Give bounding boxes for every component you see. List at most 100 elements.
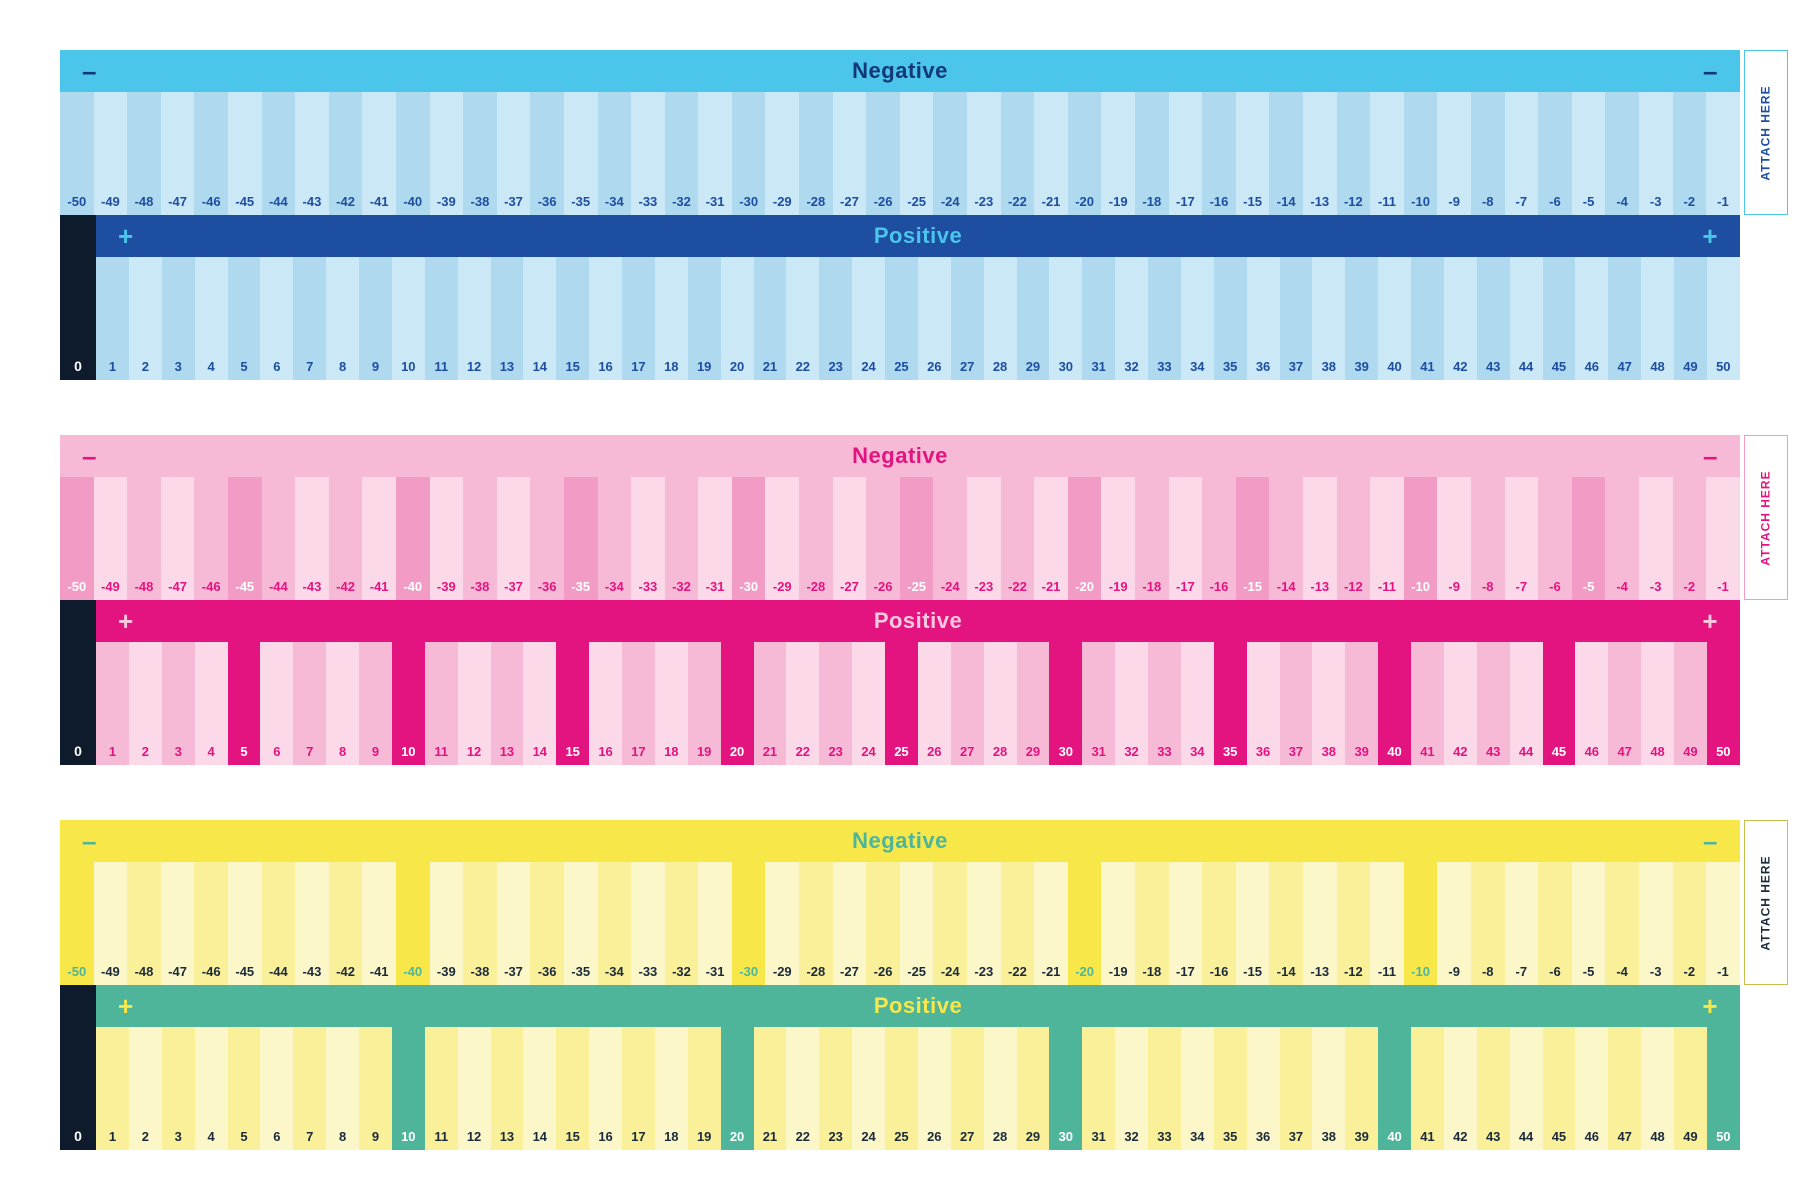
number-cell: 32 <box>1115 642 1148 765</box>
negative-row: Negative––-50-49-48-47-46-45-44-43-42-41… <box>60 50 1740 215</box>
negative-row: Negative––-50-49-48-47-46-45-44-43-42-41… <box>60 820 1740 985</box>
number-label: -6 <box>1549 194 1561 215</box>
number-label: -8 <box>1482 964 1494 985</box>
number-cell: 42 <box>1444 1027 1477 1150</box>
number-label: 4 <box>207 359 214 380</box>
number-cell: 12 <box>458 642 491 765</box>
number-label: -1 <box>1717 579 1729 600</box>
number-cell: -42 <box>329 92 363 215</box>
number-cell: -4 <box>1605 477 1639 600</box>
number-label: 42 <box>1453 359 1467 380</box>
number-cell: 2 <box>129 642 162 765</box>
number-label: -39 <box>437 964 456 985</box>
number-label: 13 <box>500 744 514 765</box>
number-label: -13 <box>1310 194 1329 215</box>
number-cell: 13 <box>491 642 524 765</box>
number-label: 15 <box>565 359 579 380</box>
zero-column: 0 <box>60 215 96 380</box>
number-label: -43 <box>303 194 322 215</box>
number-cell: 7 <box>293 257 326 380</box>
plus-icon: + <box>118 221 134 252</box>
number-cell: 14 <box>523 1027 556 1150</box>
number-cell: -2 <box>1673 862 1707 985</box>
number-label: 12 <box>467 1129 481 1150</box>
number-cell: 19 <box>688 1027 721 1150</box>
number-cell: -8 <box>1471 862 1505 985</box>
number-label: 42 <box>1453 744 1467 765</box>
number-cell: 45 <box>1543 642 1576 765</box>
number-cell: 26 <box>918 642 951 765</box>
number-label: -3 <box>1650 964 1662 985</box>
positive-strip: 1234567891011121314151617181920212223242… <box>96 1027 1740 1150</box>
number-label: -49 <box>101 194 120 215</box>
number-cell: -24 <box>933 92 967 215</box>
number-label: 45 <box>1552 1129 1566 1150</box>
number-label: 35 <box>1223 1129 1237 1150</box>
number-label: 46 <box>1585 744 1599 765</box>
number-cell: 38 <box>1312 642 1345 765</box>
number-cell: -32 <box>665 862 699 985</box>
number-cell: 47 <box>1608 257 1641 380</box>
number-label: -31 <box>706 579 725 600</box>
number-label: 24 <box>861 359 875 380</box>
number-cell: 39 <box>1345 642 1378 765</box>
number-cell: 36 <box>1247 257 1280 380</box>
number-cell: 34 <box>1181 642 1214 765</box>
number-cell: -15 <box>1236 862 1270 985</box>
number-cell: 17 <box>622 1027 655 1150</box>
number-cell: 22 <box>786 257 819 380</box>
number-cell: -49 <box>94 92 128 215</box>
number-cell: -38 <box>463 92 497 215</box>
number-label: -9 <box>1448 579 1460 600</box>
number-cell: -49 <box>94 477 128 600</box>
number-label: -8 <box>1482 579 1494 600</box>
number-label: -20 <box>1075 964 1094 985</box>
number-cell: -1 <box>1706 477 1740 600</box>
number-cell: -27 <box>833 477 867 600</box>
number-label: 5 <box>240 1129 247 1150</box>
number-cell: 36 <box>1247 1027 1280 1150</box>
number-label: -2 <box>1684 579 1696 600</box>
number-label: 17 <box>631 359 645 380</box>
number-cell: 32 <box>1115 1027 1148 1150</box>
number-cell: 38 <box>1312 257 1345 380</box>
number-cell: 30 <box>1049 642 1082 765</box>
number-cell: -9 <box>1437 92 1471 215</box>
number-cell: -45 <box>228 477 262 600</box>
number-label: -34 <box>605 579 624 600</box>
number-label: -41 <box>370 964 389 985</box>
number-label: -3 <box>1650 579 1662 600</box>
negative-header: Negative–– <box>60 820 1740 862</box>
number-cell: -35 <box>564 92 598 215</box>
number-cell: 48 <box>1641 642 1674 765</box>
number-label: 8 <box>339 359 346 380</box>
number-cell: -47 <box>161 862 195 985</box>
number-line-block-yellow: Negative––-50-49-48-47-46-45-44-43-42-41… <box>60 820 1740 1150</box>
number-cell: -11 <box>1370 862 1404 985</box>
number-cell: 5 <box>228 1027 261 1150</box>
number-label: -17 <box>1176 579 1195 600</box>
number-cell: 40 <box>1378 1027 1411 1150</box>
number-label: -2 <box>1684 964 1696 985</box>
plus-icon: + <box>1702 606 1718 637</box>
minus-icon: – <box>82 441 97 472</box>
number-label: -47 <box>168 579 187 600</box>
number-cell: -12 <box>1337 862 1371 985</box>
number-cell: -34 <box>598 92 632 215</box>
negative-row: Negative––-50-49-48-47-46-45-44-43-42-41… <box>60 435 1740 600</box>
number-label: -45 <box>235 964 254 985</box>
number-label: 3 <box>175 744 182 765</box>
number-cell: 2 <box>129 1027 162 1150</box>
number-label: 16 <box>598 744 612 765</box>
number-cell: 5 <box>228 642 261 765</box>
number-cell: 36 <box>1247 642 1280 765</box>
number-label: -41 <box>370 194 389 215</box>
number-label: -27 <box>840 964 859 985</box>
number-label: -36 <box>538 579 557 600</box>
number-label: -36 <box>538 194 557 215</box>
number-cell: -21 <box>1034 862 1068 985</box>
number-label: 31 <box>1091 359 1105 380</box>
number-cell: -7 <box>1505 477 1539 600</box>
number-cell: 25 <box>885 642 918 765</box>
number-label: -42 <box>336 579 355 600</box>
